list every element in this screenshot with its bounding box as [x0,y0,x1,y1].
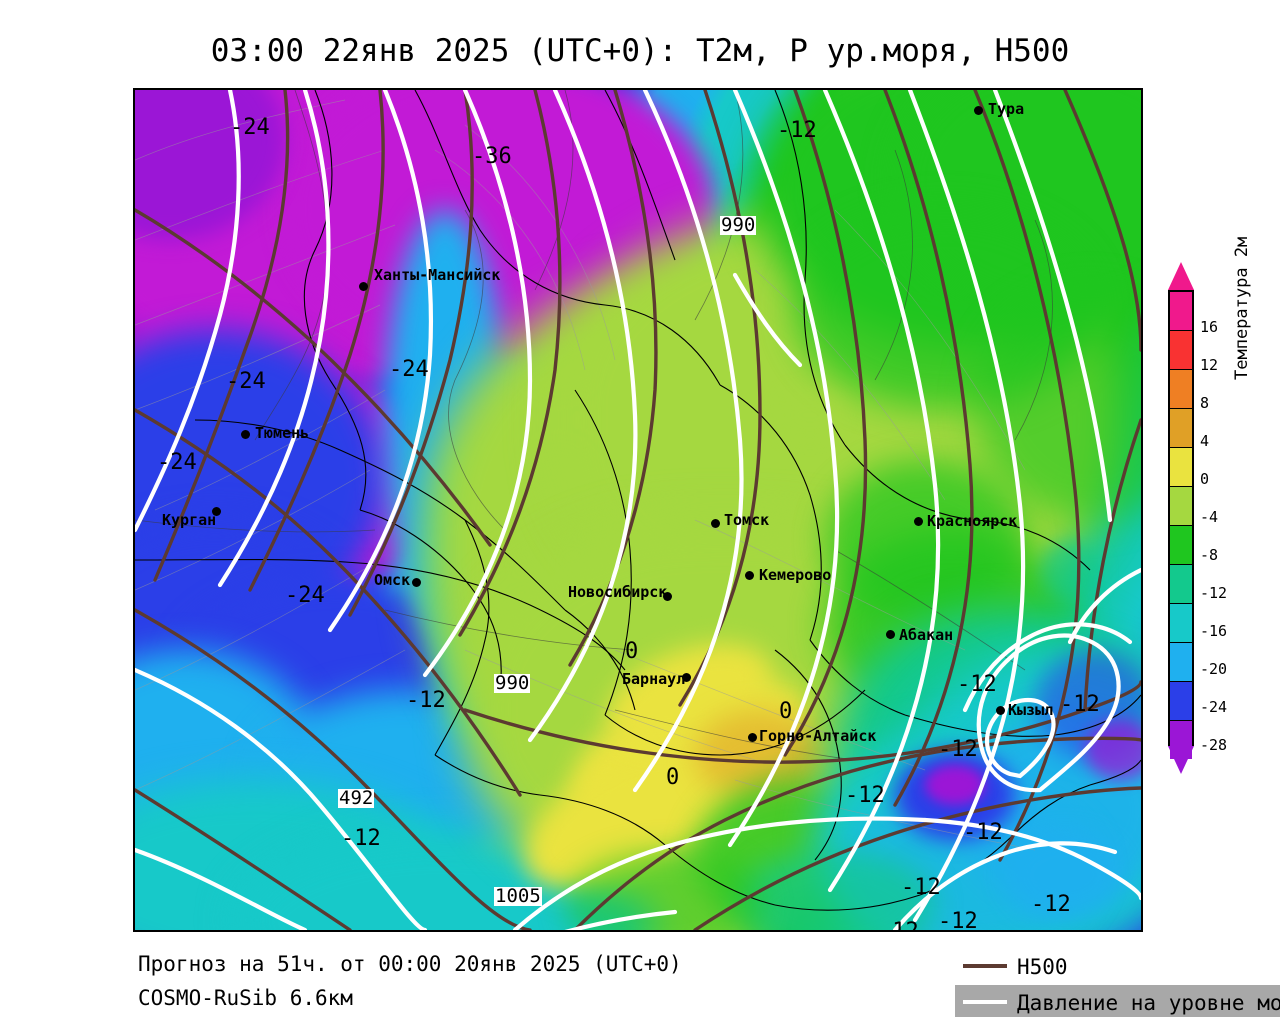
contour-label: -12 [901,875,941,900]
contour-label: -12 [879,921,919,931]
h500-label: 492 [338,787,375,809]
forecast-caption: Прогноз на 51ч. от 00:00 20янв 2025 (UTC… [138,952,682,976]
colorbar-tick-label: 8 [1200,394,1210,412]
colorbar-tick-label: 12 [1200,356,1219,374]
colorbar-segment [1170,603,1192,642]
city-dot-icon [886,630,895,639]
legend-pressure-label: Давление на уровне моря [1017,991,1280,1015]
map-contours [135,90,1141,930]
colorbar-segment [1170,330,1192,369]
colorbar-tick-label: -16 [1200,622,1228,640]
city-dot-icon [212,507,221,516]
city-dot-icon [974,106,983,115]
contour-label: -24 [230,115,270,140]
city-dot-icon [996,706,1005,715]
pressure-isobars [135,90,1141,930]
city-dot-icon [412,578,421,587]
city-label: Тюмень [255,424,310,442]
city-label: Абакан [899,626,954,644]
pressure-contour-labels: 990 990 1005 [135,90,1141,930]
city-dot-icon [682,673,691,682]
contour-label: -36 [472,144,512,169]
city-label: Горно-Алтайск [759,727,877,745]
contour-label: -12 [406,688,446,713]
colorbar-tick-label: -8 [1200,546,1219,564]
city-dot-icon [711,519,720,528]
city-dot-icon [241,430,250,439]
colorbar-tick-label: 4 [1200,432,1210,450]
city-label: Тура [988,100,1025,118]
contour-label: -12 [938,909,978,931]
pressure-label: 1005 [494,885,542,907]
colorbar-top-arrow [1168,262,1194,290]
contour-label: 0 [625,639,639,664]
colorbar-segment [1170,447,1192,486]
city-label: Барнаул [622,670,686,688]
city-dot-icon [745,571,754,580]
contour-label: -24 [285,583,325,608]
contour-label: -24 [157,450,197,475]
city-dot-icon [914,517,923,526]
city-label: Курган [162,511,217,529]
colorbar-title: Температура 2м [1232,236,1252,380]
legend-h500-label: H500 [1017,955,1068,979]
colorbar-tick-label: 16 [1200,318,1219,336]
region-borders [135,90,1053,761]
contour-label: -24 [389,357,429,382]
pressure-label: 990 [720,214,757,236]
city-dot-icon [359,282,368,291]
city-label: Красноярск [927,512,1018,530]
pressure-label: 990 [494,672,531,694]
model-caption: COSMO-RuSib 6.6км [138,986,353,1010]
city-label: Омск [374,571,411,589]
h500-line-swatch [963,964,1007,968]
colorbar-segment [1170,486,1192,525]
contour-label: 0 [779,699,793,724]
colorbar-tick-label: -4 [1200,508,1219,526]
colorbar-bottom-arrow [1168,746,1194,774]
contour-label: 0 [666,765,680,790]
contour-label: -12 [845,783,885,808]
colorbar-ticks: 16 12 8 4 0 -4 -8 -12 -16 -20 -24 -28 [1198,290,1258,753]
colorbar-tick-label: -12 [1200,584,1228,602]
contour-label: -12 [1060,692,1100,717]
colorbar-tick-label: 0 [1200,470,1210,488]
city-label: Новосибирск [568,583,668,601]
colorbar-segment [1170,292,1192,330]
contour-label: -12 [963,820,1003,845]
contour-label: -12 [938,737,978,762]
colorbar-tick-label: -28 [1200,736,1228,754]
city-dot-icon [748,733,757,742]
page-title: 03:00 22янв 2025 (UTC+0): Т2м, Р ур.моря… [210,33,1070,69]
colorbar-segment [1170,408,1192,447]
colorbar-segment [1170,369,1192,408]
weather-map[interactable]: -24 -36 -12 -24 -24 -24 -24 0 0 0 -12 -12 -12 -12 -12 -… [133,88,1143,932]
colorbar-segment [1170,564,1192,603]
city-dot-icon [663,592,672,601]
h500-contour-labels: 492 [135,90,1141,930]
contour-label: -12 [777,118,817,143]
admin-borders [135,90,1141,911]
city-label: Томск [724,511,770,529]
pressure-line-swatch [963,1000,1007,1004]
colorbar-scale [1168,290,1194,759]
contour-label: -24 [226,369,266,394]
colorbar-tick-label: -24 [1200,698,1228,716]
colorbar-segment [1170,642,1192,681]
colorbar-segment [1170,681,1192,720]
city-label: Кызыл [1008,701,1054,719]
legend-pressure-row[interactable]: Давление на уровне моря [955,985,1280,1017]
contour-label: -12 [341,826,381,851]
colorbar-segment [1170,525,1192,564]
city-label: Кемерово [759,566,832,584]
city-markers[interactable]: Тура Ханты-Мансийск Тюмень Курган Омск Томск К… [135,90,1141,930]
contour-label: -12 [1031,892,1071,917]
city-label: Ханты-Мансийск [374,266,501,284]
colorbar-tick-label: -20 [1200,660,1228,678]
temperature-contour-labels: -24 -36 -12 -24 -24 -24 -24 0 0 0 -12 -12 -12 -12 -12 -… [135,90,1141,931]
contour-label: -12 [957,672,997,697]
colorbar: 16 12 8 4 0 -4 -8 -12 -16 -20 -24 -28 [1168,262,1227,774]
